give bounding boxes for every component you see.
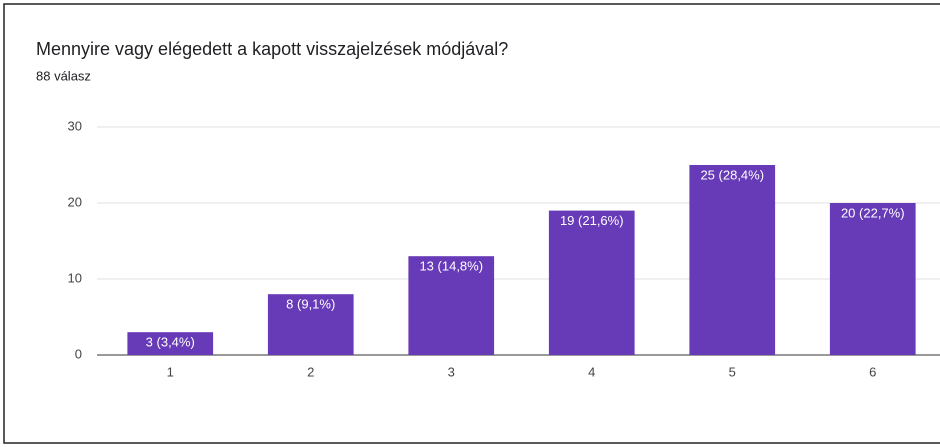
value-label: 20 (22,7%): [841, 205, 905, 220]
bar: [829, 203, 916, 355]
x-tick-label: 4: [588, 364, 595, 379]
x-tick-label: 5: [729, 364, 736, 379]
x-tick-label: 1: [167, 364, 174, 379]
y-tick-label: 0: [75, 346, 82, 361]
bar: [267, 294, 354, 355]
bar: [548, 210, 635, 355]
bar: [127, 332, 214, 355]
value-label: 8 (9,1%): [286, 297, 335, 312]
bar: [408, 256, 495, 355]
value-label: 13 (14,8%): [419, 259, 483, 274]
x-tick-label: 6: [869, 364, 876, 379]
value-label: 25 (28,4%): [700, 167, 764, 182]
value-label: 19 (21,6%): [560, 213, 624, 228]
chart-subtitle: 88 válasz: [36, 68, 91, 83]
bar: [689, 165, 776, 355]
y-tick-label: 20: [68, 194, 82, 209]
chart-title: Mennyire vagy elégedett a kapott visszaj…: [36, 39, 508, 59]
x-tick-label: 2: [307, 364, 314, 379]
card-border: [3, 3, 940, 444]
y-tick-label: 10: [68, 270, 82, 285]
x-tick-label: 3: [448, 364, 455, 379]
y-tick-label: 30: [68, 118, 82, 133]
value-label: 3 (3,4%): [146, 335, 195, 350]
